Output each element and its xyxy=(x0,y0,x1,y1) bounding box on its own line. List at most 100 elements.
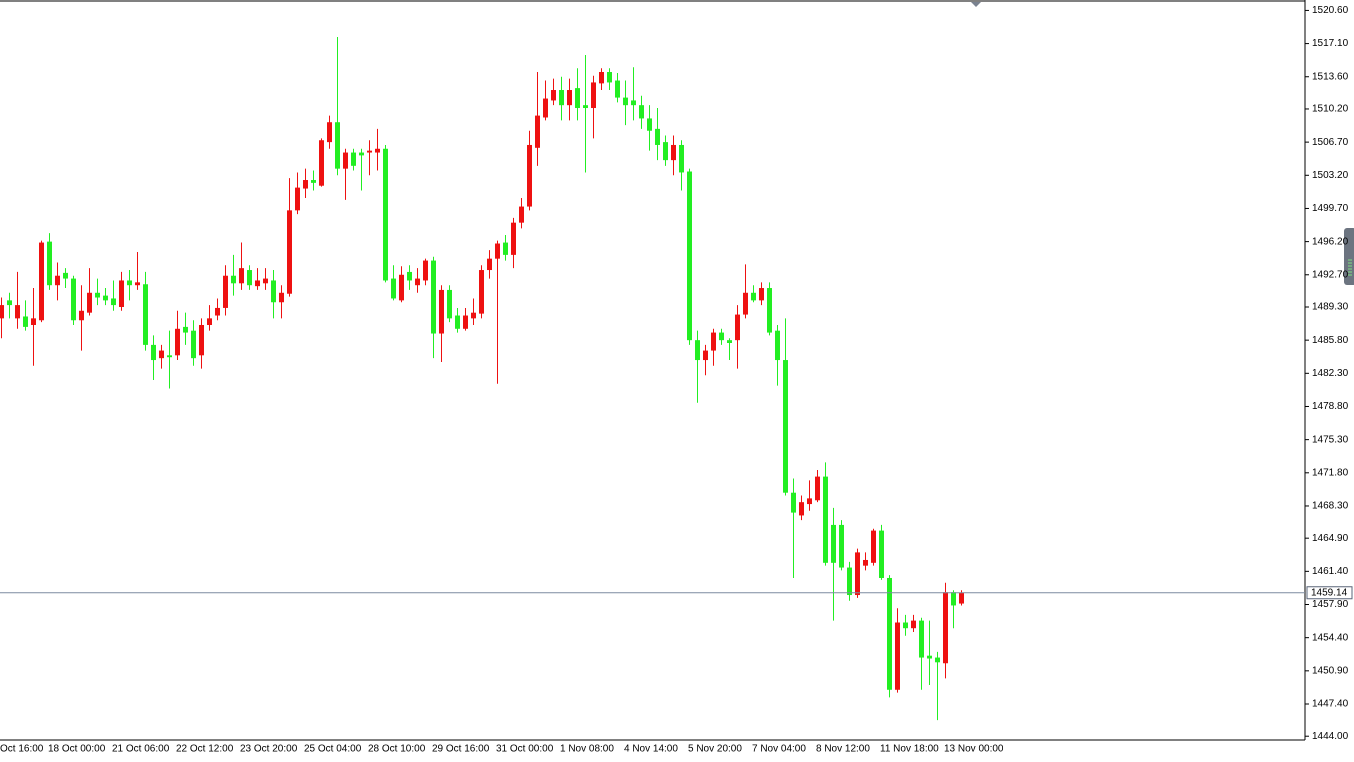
y-tick-label: 1471.80 xyxy=(1312,467,1349,478)
candle-body xyxy=(887,577,892,690)
candle-body xyxy=(295,187,300,211)
candle-body xyxy=(735,314,740,341)
candle-body xyxy=(343,152,348,169)
candle-body xyxy=(375,148,380,153)
candle-body xyxy=(695,340,700,361)
candle-body xyxy=(879,530,884,578)
candle-body xyxy=(591,82,596,109)
candle-body xyxy=(55,275,60,286)
candle-body xyxy=(119,280,124,307)
y-tick-label: 1464.90 xyxy=(1312,533,1349,544)
candle-body xyxy=(159,350,164,359)
y-tick-label: 1444.00 xyxy=(1312,731,1349,742)
candle-body xyxy=(247,270,252,286)
x-tick-label: 4 Nov 14:00 xyxy=(624,744,678,755)
x-tick-label: 31 Oct 00:00 xyxy=(496,744,554,755)
candle-body xyxy=(223,275,228,308)
y-tick-label: 1468.30 xyxy=(1312,501,1349,512)
candle-body xyxy=(551,90,556,101)
candle-body xyxy=(479,270,484,314)
candle-body xyxy=(663,142,668,161)
candle-body xyxy=(87,292,92,313)
candle-body xyxy=(903,622,908,629)
candle-body xyxy=(191,330,196,359)
candle-body xyxy=(407,271,412,281)
shift-marker xyxy=(971,2,981,7)
candle-body xyxy=(847,567,852,596)
candle-body xyxy=(767,288,772,333)
candle-body xyxy=(255,280,260,287)
last-price-box xyxy=(1306,586,1353,600)
y-tick-label: 1454.40 xyxy=(1312,632,1349,643)
candle-body xyxy=(503,242,508,255)
candle-body xyxy=(791,492,796,513)
candle-body xyxy=(383,148,388,281)
candle-body xyxy=(95,292,100,298)
x-tick-label: 11 Nov 18:00 xyxy=(880,744,939,755)
candle-body xyxy=(431,260,436,334)
scroll-handle[interactable] xyxy=(1344,228,1354,285)
x-tick-label: 28 Oct 10:00 xyxy=(368,744,426,755)
candle-body xyxy=(775,330,780,361)
candle-body xyxy=(751,292,756,301)
x-tick-label: 13 Nov 00:00 xyxy=(944,744,1004,755)
candle-body xyxy=(799,502,804,516)
candle-body xyxy=(807,498,812,505)
candle-body xyxy=(743,292,748,315)
candles xyxy=(0,36,964,721)
candle-body xyxy=(391,278,396,299)
candle-body xyxy=(559,90,564,106)
candle-body xyxy=(207,318,212,325)
candle-body xyxy=(423,260,428,281)
candle-body xyxy=(71,278,76,321)
candle-body xyxy=(511,222,516,255)
x-tick-label: 18 Oct 00:00 xyxy=(48,744,106,755)
y-tick-label: 1447.40 xyxy=(1312,699,1349,710)
candle-body xyxy=(7,300,12,306)
y-tick-label: 1503.20 xyxy=(1312,170,1349,181)
candle-body xyxy=(135,282,140,286)
y-tick-label: 1520.60 xyxy=(1312,5,1349,16)
candle-body xyxy=(623,97,628,106)
candle-body xyxy=(303,180,308,189)
candle-body xyxy=(39,242,44,321)
candle-body xyxy=(839,524,844,568)
candle-body xyxy=(687,171,692,341)
y-tick-label: 1489.30 xyxy=(1312,302,1349,313)
candle-body xyxy=(415,278,420,286)
candle-body xyxy=(351,152,356,166)
candle-body xyxy=(487,258,492,271)
x-tick-label: 29 Oct 16:00 xyxy=(432,744,490,755)
y-tick-label: 1492.70 xyxy=(1312,269,1349,280)
candle-body xyxy=(895,622,900,690)
candle-body xyxy=(527,144,532,207)
candle-body xyxy=(151,344,156,361)
candle-body xyxy=(583,105,588,109)
candle-body xyxy=(111,298,116,306)
candle-body xyxy=(31,318,36,325)
candle-body xyxy=(679,144,684,173)
candle-body xyxy=(167,355,172,358)
candle-body xyxy=(279,292,284,303)
candle-body xyxy=(783,360,788,493)
candle-body xyxy=(23,316,28,327)
x-tick-label: 7 Nov 04:00 xyxy=(752,744,806,755)
candle-body xyxy=(831,524,836,563)
candle-body xyxy=(671,144,676,161)
y-tick-label: 1496.20 xyxy=(1312,236,1349,247)
candle-body xyxy=(927,655,932,659)
candle-body xyxy=(823,476,828,563)
candle-body xyxy=(519,206,524,223)
candle-body xyxy=(543,98,548,118)
candle-body xyxy=(655,128,660,145)
candle-body xyxy=(327,122,332,143)
candle-body xyxy=(0,305,4,319)
candle-body xyxy=(335,122,340,169)
scroll-handle-grip xyxy=(1348,259,1352,276)
candle-body xyxy=(727,340,732,343)
last-price-label: 1459.14 xyxy=(1311,587,1348,598)
y-tick-label: 1517.10 xyxy=(1312,38,1349,49)
candle-body xyxy=(471,312,476,319)
x-tick-label: 8 Nov 12:00 xyxy=(816,744,870,755)
